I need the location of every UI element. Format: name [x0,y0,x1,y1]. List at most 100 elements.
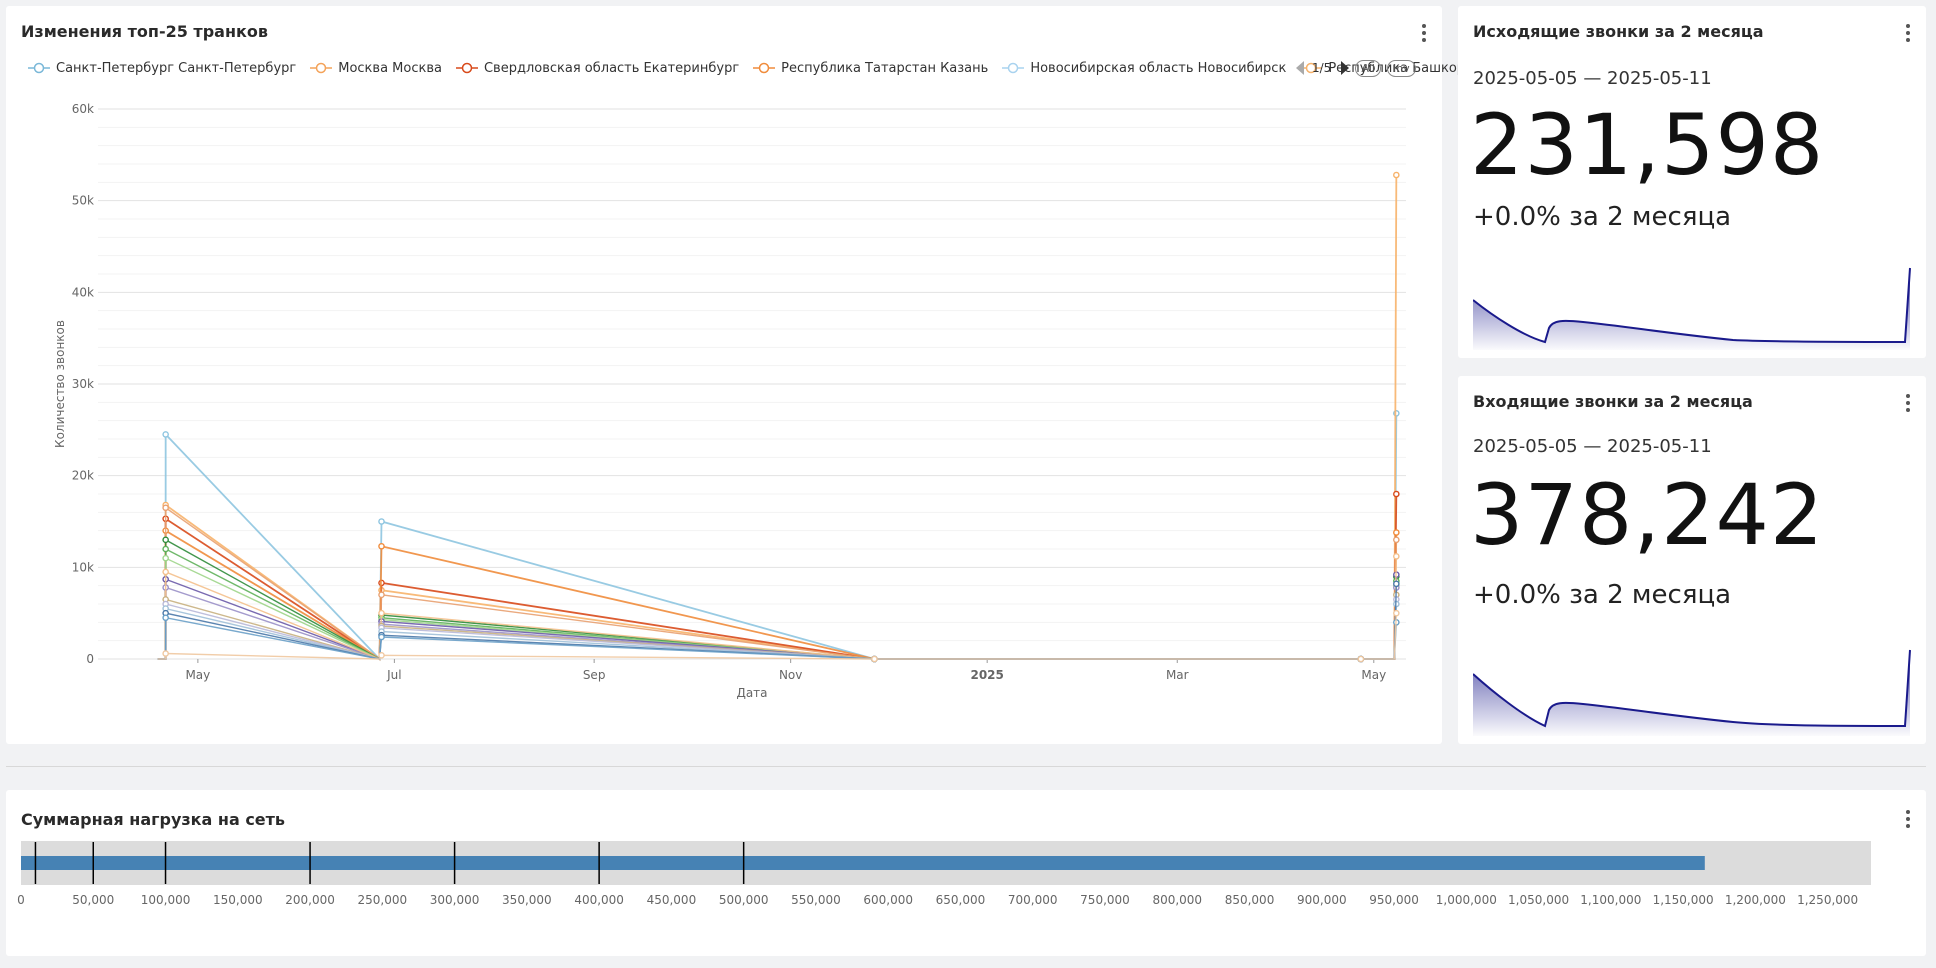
x-tick-label: Mar [1166,668,1189,682]
trunks-panel-title: Изменения топ-25 транков [21,22,268,41]
load-tick-label: 0 [17,893,25,907]
outgoing-date-range: 2025-05-05 — 2025-05-11 [1473,68,1712,89]
y-tick-label: 40k [72,285,94,299]
load-tick-label: 950,000 [1369,893,1419,907]
series-point [162,504,169,512]
legend-item-label: Республика Татарстан Казань [781,60,989,76]
y-tick-label: 60k [72,102,94,116]
x-tick-label: Jul [386,668,401,682]
load-tick-label: 1,200,000 [1725,893,1786,907]
load-tick-label: 400,000 [574,893,624,907]
legend-item[interactable]: Свердловская область Екатеринбург [455,60,740,76]
load-tick-label: 100,000 [141,893,191,907]
series-point [162,536,169,544]
load-tick-label: 1,150,000 [1653,893,1714,907]
legend-next-icon[interactable] [1341,61,1350,75]
legend-pager: 1/5 All Inv [1296,58,1416,78]
load-tick-label: 650,000 [936,893,986,907]
load-tick-label: 300,000 [430,893,480,907]
incoming-panel-title: Входящие звонки за 2 месяца [1473,392,1753,411]
x-tick-label: May [185,668,210,682]
load-tick-label: 900,000 [1297,893,1347,907]
series-point [162,431,169,438]
incoming-panel: Входящие звонки за 2 месяца 2025-05-05 —… [1458,376,1926,744]
incoming-value: 378,242 [1470,466,1825,564]
load-measure-bar [21,856,1705,870]
series-point [378,652,385,659]
series-point [1393,553,1400,560]
legend-item[interactable]: Санкт-Петербург Санкт-Петербург [28,61,296,76]
series-point [378,518,385,525]
series-point [378,633,385,641]
legend-item-label: Новосибирская область Новосибирск [1030,60,1287,76]
legend-inv-button[interactable]: Inv [1386,59,1416,77]
load-tick-label: 550,000 [791,893,841,907]
legend-all-button[interactable]: All [1355,59,1381,77]
legend-marker-icon [753,62,776,74]
trunks-legend: Санкт-Петербург Санкт-Петербург Москва Мо… [28,58,1487,78]
load-tick-label: 250,000 [358,893,408,907]
load-tick-label: 150,000 [213,893,263,907]
legend-page-indicator: 1/5 [1312,61,1332,75]
series-point [1393,490,1400,498]
load-tick-label: 1,100,000 [1580,893,1641,907]
x-tick-label: May [1361,668,1386,682]
legend-item[interactable]: Республика Татарстан Казань [753,61,988,76]
outgoing-sparkline [1473,267,1911,350]
legend-item[interactable]: Новосибирская область Новосибирск [1002,61,1286,76]
load-panel-title: Суммарная нагрузка на сеть [21,810,286,829]
x-tick-label: 2025 [970,668,1003,682]
legend-marker-icon [455,62,478,74]
network-load-bullet-chart[interactable]: 0 50,000 100,000 150,000 200,000 250,000 300,0… [6,790,1926,956]
legend-item[interactable]: Москва Москва [310,61,442,76]
series-point [162,614,169,622]
section-divider [6,766,1926,767]
series-point [162,568,169,576]
series-point [378,591,385,599]
load-panel: Суммарная нагрузка на сеть 0 50,000 100,00… [6,790,1926,956]
outgoing-panel: Исходящие звонки за 2 месяца 2025-05-05 … [1458,6,1926,358]
series-line [157,174,1398,661]
load-tick-label: 1,000,000 [1436,893,1497,907]
legend-item-label: Свердловская область Екатеринбург [483,60,740,76]
y-tick-label: 0 [86,652,94,666]
load-menu-icon[interactable] [1902,810,1914,828]
series-point [378,542,385,550]
incoming-date-range: 2025-05-05 — 2025-05-11 [1473,436,1712,457]
load-tick-label: 1,050,000 [1508,893,1569,907]
load-tick-label: 200,000 [285,893,335,907]
series-point [162,650,169,657]
load-tick-label: 800,000 [1152,893,1202,907]
y-axis-label: Количество звонков [53,320,67,448]
y-tick-label: 30k [72,377,94,391]
legend-prev-icon[interactable] [1296,61,1304,75]
incoming-menu-icon[interactable] [1902,394,1914,412]
series-point [1393,529,1400,536]
outgoing-menu-icon[interactable] [1902,24,1914,42]
series-point [1393,536,1400,544]
trunks-panel: Изменения топ-25 транков Санкт-Петербург… [6,6,1473,744]
load-tick-label: 750,000 [1080,893,1130,907]
incoming-delta: +0.0% за 2 месяца [1473,580,1732,610]
incoming-sparkline [1473,649,1911,736]
legend-item-label: Санкт-Петербург Санкт-Петербург [56,60,297,76]
series-point [162,545,169,553]
outgoing-delta: +0.0% за 2 месяца [1473,202,1732,232]
load-tick-label: 850,000 [1225,893,1275,907]
trunks-line-chart[interactable]: 0 10k 20k 30k 40k 50k 60k May Jul Sep Nov 2025 Mar Ma… [6,6,1442,744]
series-point [1393,171,1400,179]
series-point [378,609,385,617]
load-tick-label: 450,000 [647,893,697,907]
legend-marker-icon [310,62,333,74]
load-tick-label: 500,000 [719,893,769,907]
legend-item-label: Москва Москва [338,60,442,76]
series-point [1357,655,1365,663]
x-tick-label: Nov [779,668,802,682]
y-tick-label: 10k [72,560,94,574]
y-tick-label: 50k [72,194,94,208]
load-tick-label: 600,000 [863,893,913,907]
trunks-menu-icon[interactable] [1418,24,1430,42]
load-tick-label: 700,000 [1008,893,1058,907]
load-tick-label: 350,000 [502,893,552,907]
series-point [1393,580,1400,588]
